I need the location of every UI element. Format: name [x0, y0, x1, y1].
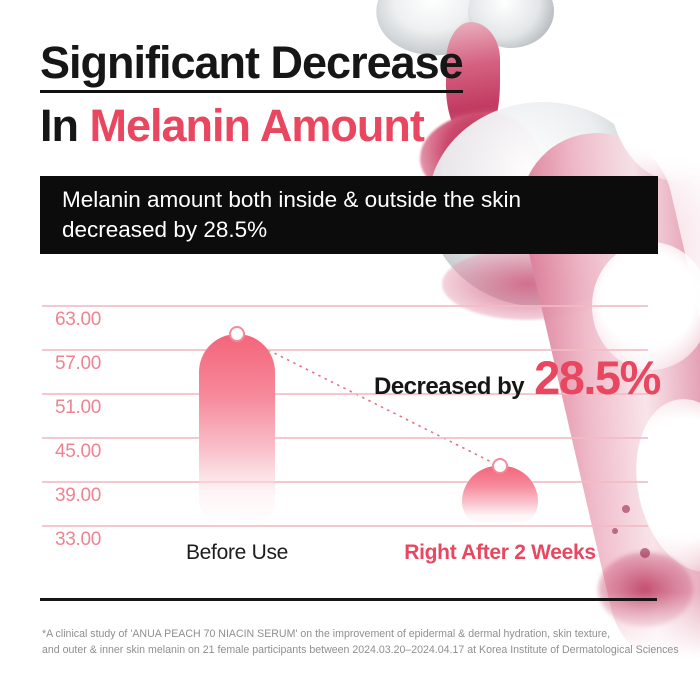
- claim-line1: Melanin amount both inside & outside the…: [62, 187, 522, 212]
- title-line1: Significant Decrease: [40, 40, 464, 93]
- footnote: *A clinical study of 'ANUA PEACH 70 NIAC…: [42, 626, 679, 658]
- gridline: [42, 349, 648, 351]
- decrease-annotation: Decreased by 28.5%: [374, 350, 661, 405]
- y-tick-label: 63.00: [55, 309, 102, 330]
- data-point-marker: [492, 458, 508, 475]
- decrease-label: Decreased by: [374, 373, 525, 400]
- y-tick-label: 45.00: [55, 441, 102, 462]
- gridline: [42, 393, 648, 395]
- gridline: [42, 525, 648, 527]
- footnote-line1: *A clinical study of 'ANUA PEACH 70 NIAC…: [42, 628, 611, 640]
- category-label-part: Right After: [404, 541, 515, 564]
- claim-banner: Melanin amount both inside & outside the…: [40, 176, 658, 254]
- page-title: Significant Decrease In Melanin Amount: [40, 40, 464, 148]
- category-label: Right After 2 Weeks: [404, 541, 596, 565]
- gridline: [42, 437, 648, 439]
- data-point-marker: [229, 326, 245, 343]
- gridline: [42, 305, 648, 307]
- bar: [462, 466, 538, 526]
- title-line2-accent: Melanin Amount: [89, 100, 425, 151]
- y-tick-label: 57.00: [55, 353, 102, 374]
- category-label-part: 2 Weeks: [514, 541, 596, 564]
- bar: [199, 334, 275, 526]
- category-label-part: Before Use: [185, 541, 289, 564]
- gridline: [42, 481, 648, 483]
- y-tick-label: 39.00: [55, 485, 102, 506]
- bottom-divider: [40, 598, 657, 601]
- y-tick-label: 33.00: [55, 529, 102, 550]
- title-line2: In Melanin Amount: [40, 103, 463, 148]
- title-line2-prefix: In: [40, 100, 90, 151]
- decrease-value: 28.5%: [534, 351, 661, 404]
- claim-line2: decreased by 28.5%: [62, 217, 268, 242]
- y-tick-label: 51.00: [55, 397, 102, 418]
- footnote-line2: and outer & inner skin melanin on 21 fem…: [42, 644, 679, 656]
- category-label: Before Use: [186, 541, 288, 565]
